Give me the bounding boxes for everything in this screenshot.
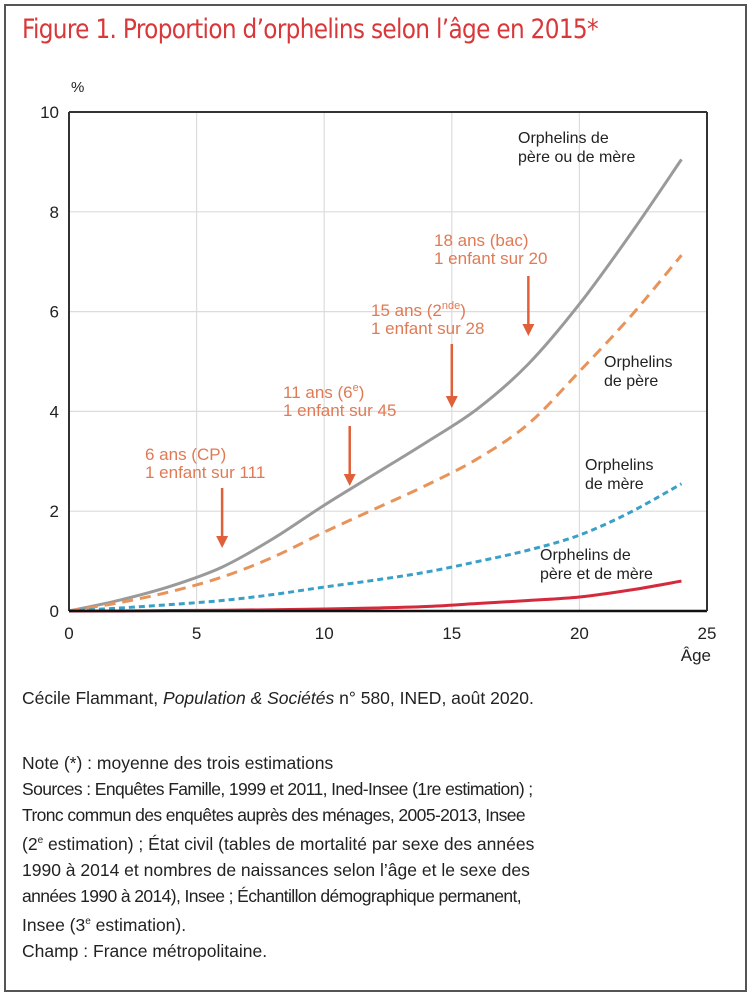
sources-line-6b: estimation). — [90, 914, 187, 935]
x-tick-label: 25 — [698, 624, 717, 643]
arrow-down-icon — [343, 474, 356, 486]
y-axis-unit: % — [71, 79, 84, 96]
x-tick-label: 10 — [315, 624, 334, 643]
label-mother: Orphelins de mère — [585, 457, 653, 493]
sources-line-6: Insee (3e estimation). — [22, 909, 534, 938]
series-either-parent-line — [68, 158, 683, 613]
annotation-superscript: nde — [442, 300, 460, 312]
series-label-line: Orphelins — [604, 354, 672, 371]
annotation-text: 18 ans (bac) — [434, 231, 529, 250]
annotation-superscript: e — [353, 382, 359, 394]
y-tick-label: 4 — [50, 402, 59, 421]
sources-line-1: Sources : Enquêtes Famille, 1999 et 2011… — [22, 779, 533, 799]
champ-line: Champ : France métropolitaine. — [22, 940, 268, 961]
annotation-line-1: 6 ans (CP) — [145, 445, 226, 464]
annotation-text: 11 ans (6 — [283, 383, 353, 402]
note-line: Note (*) : moyenne des trois estimations — [22, 753, 334, 773]
x-tick-label: 5 — [192, 624, 201, 643]
series-label-line: père et de mère — [540, 566, 653, 583]
sources-line-2: Tronc commun des enquêtes auprès des mén… — [22, 805, 526, 825]
y-tick-label: 10 — [40, 103, 59, 122]
annotation-line-2: 1 enfant sur 28 — [371, 319, 484, 338]
series-label-line: Orphelins — [585, 457, 653, 474]
label-both-parents: Orphelins de père et de mère — [540, 547, 653, 583]
series-label-line: père ou de mère — [518, 149, 636, 166]
series-label-line: de père — [604, 373, 658, 390]
figure-title: Figure 1. Proportion d’orphelins selon l… — [22, 14, 599, 45]
sources-line-4: 1990 à 2014 et nombres de naissances sel… — [22, 859, 530, 880]
x-tick-label: 0 — [64, 624, 73, 643]
x-axis-label: Âge — [681, 646, 711, 665]
annotation-line-1: 15 ans (2nde) — [371, 300, 466, 320]
y-tick-label: 0 — [50, 602, 59, 621]
x-tick-label: 15 — [442, 624, 461, 643]
citation-rest: n° 580, INED, août 2020. — [334, 688, 534, 708]
sources-line-5: années 1990 à 2014), Insee ; Échantillon… — [22, 885, 522, 906]
axes: 0 2 4 6 8 10 0 5 10 15 20 25% Âge — [40, 79, 716, 665]
sources-line-3: (2e estimation) ; État civil (tables de … — [22, 828, 534, 857]
sources-line-3b: estimation) ; État civil (tables de mort… — [43, 833, 535, 854]
annotation-line-2: 1 enfant sur 45 — [283, 401, 396, 420]
annotation-line-1: 11 ans (6e) — [283, 382, 364, 402]
arrow-down-icon — [216, 536, 229, 548]
series-father-line — [68, 254, 683, 613]
notes: Note (*) : moyenne des trois estimations… — [22, 750, 534, 964]
x-tick-label: 20 — [570, 624, 589, 643]
annotation-text: 6 ans (CP) — [145, 445, 226, 464]
annotation-age-15: 15 ans (2nde)1 enfant sur 28 — [371, 300, 484, 408]
annotation-age-18: 18 ans (bac)1 enfant sur 20 — [434, 231, 547, 336]
sources-line-3a: (2 — [22, 833, 38, 854]
figure-frame — [4, 4, 747, 992]
y-tick-label: 8 — [50, 203, 59, 222]
label-either-parent: Orphelins de père ou de mère — [518, 130, 636, 166]
annotation-age-11: 11 ans (6e)1 enfant sur 45 — [283, 382, 396, 486]
annotation-text-after: ) — [460, 301, 466, 320]
annotation-line-2: 1 enfant sur 111 — [145, 463, 265, 482]
citation-author: Cécile Flammant, — [22, 688, 164, 708]
sources-line-3-sup: e — [37, 835, 44, 846]
series-label-line: de mère — [585, 476, 644, 493]
citation-publication: Population & Sociétés — [163, 688, 335, 708]
y-tick-label: 6 — [50, 303, 59, 322]
y-tick-label: 2 — [50, 502, 59, 521]
sources-line-6-sup: e — [85, 915, 91, 927]
arrow-down-icon — [445, 396, 458, 408]
series-lines — [68, 158, 683, 613]
annotation-age-6: 6 ans (CP)1 enfant sur 111 — [145, 445, 265, 548]
annotation-text-after: ) — [359, 383, 365, 402]
annotation-line-2: 1 enfant sur 20 — [434, 249, 547, 268]
series-mother-line — [68, 482, 683, 613]
label-father: Orphelins de père — [604, 354, 672, 390]
series-label-line: Orphelins de — [518, 130, 609, 147]
sources-line-6a: Insee (3 — [22, 914, 86, 935]
series-labels: Orphelins de père ou de mère Orphelins de p… — [518, 130, 672, 583]
arrow-down-icon — [522, 324, 535, 336]
annotation-text: 15 ans (2 — [371, 301, 442, 320]
citation: Cécile Flammant, Population & Sociétés n… — [22, 688, 534, 709]
series-label-line: Orphelins de — [540, 547, 631, 564]
annotation-line-1: 18 ans (bac) — [434, 231, 529, 250]
